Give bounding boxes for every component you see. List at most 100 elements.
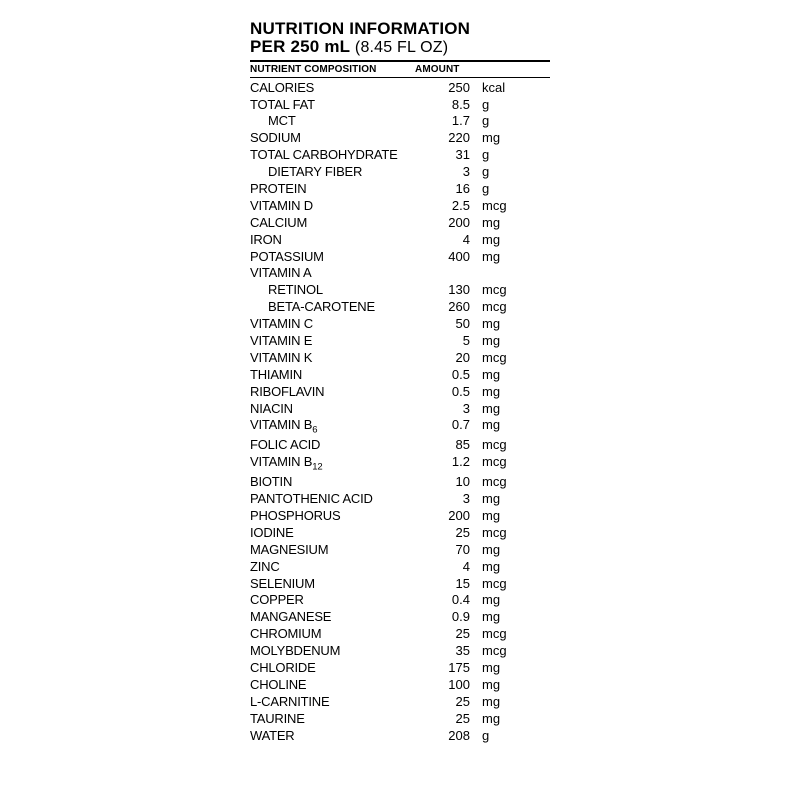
nutrient-amount: 260	[415, 299, 470, 316]
nutrient-name: SELENIUM	[250, 576, 415, 593]
nutrient-name: VITAMIN D	[250, 198, 415, 215]
nutrient-amount: 1.2	[415, 454, 470, 474]
nutrient-row: MCT1.7g	[250, 113, 550, 130]
nutrient-amount: 200	[415, 508, 470, 525]
nutrient-row: TAURINE25mg	[250, 711, 550, 728]
col-header-amount: AMOUNT	[415, 64, 505, 75]
column-headers: NUTRIENT COMPOSITION AMOUNT	[250, 64, 550, 75]
nutrient-unit: mg	[470, 367, 520, 384]
nutrient-name: NIACIN	[250, 401, 415, 418]
nutrient-unit: mg	[470, 559, 520, 576]
nutrient-row: COPPER0.4mg	[250, 592, 550, 609]
nutrient-unit: mg	[470, 417, 520, 437]
nutrient-row: RIBOFLAVIN0.5mg	[250, 384, 550, 401]
nutrient-name: BIOTIN	[250, 474, 415, 491]
nutrient-row: TOTAL CARBOHYDRATE31g	[250, 147, 550, 164]
nutrient-unit: mcg	[470, 576, 520, 593]
nutrient-amount: 1.7	[415, 113, 470, 130]
nutrient-amount: 3	[415, 164, 470, 181]
nutrient-name: MOLYBDENUM	[250, 643, 415, 660]
nutrient-rows: CALORIES250kcalTOTAL FAT8.5gMCT1.7gSODIU…	[250, 80, 550, 745]
nutrient-name: VITAMIN A	[250, 265, 415, 282]
nutrient-unit	[470, 265, 520, 282]
nutrient-name: COPPER	[250, 592, 415, 609]
nutrient-row: CALCIUM200mg	[250, 215, 550, 232]
nutrient-unit: mcg	[470, 643, 520, 660]
nutrient-amount: 8.5	[415, 97, 470, 114]
nutrient-name: CHROMIUM	[250, 626, 415, 643]
nutrient-unit: g	[470, 181, 520, 198]
nutrient-amount: 5	[415, 333, 470, 350]
nutrient-row: MANGANESE0.9mg	[250, 609, 550, 626]
nutrient-unit: g	[470, 97, 520, 114]
nutrient-name: DIETARY FIBER	[250, 164, 415, 181]
divider-heavy	[250, 60, 550, 62]
nutrient-row: VITAMIN B60.7mg	[250, 417, 550, 437]
nutrient-row: VITAMIN C50mg	[250, 316, 550, 333]
nutrient-amount: 100	[415, 677, 470, 694]
nutrient-row: CHLORIDE175mg	[250, 660, 550, 677]
col-header-nutrient: NUTRIENT COMPOSITION	[250, 64, 415, 75]
nutrient-amount: 3	[415, 401, 470, 418]
nutrient-amount: 25	[415, 525, 470, 542]
nutrient-row: PANTOTHENIC ACID3mg	[250, 491, 550, 508]
nutrient-name: CALORIES	[250, 80, 415, 97]
nutrient-row: L-CARNITINE25mg	[250, 694, 550, 711]
nutrient-amount: 200	[415, 215, 470, 232]
nutrition-panel: NUTRITION INFORMATION PER 250 mL (8.45 F…	[250, 20, 550, 744]
nutrient-unit: g	[470, 113, 520, 130]
nutrient-unit: mg	[470, 711, 520, 728]
nutrient-unit: mcg	[470, 454, 520, 474]
nutrient-row: CHROMIUM25mcg	[250, 626, 550, 643]
nutrient-amount	[415, 265, 470, 282]
nutrient-row: IRON4mg	[250, 232, 550, 249]
nutrient-amount: 16	[415, 181, 470, 198]
nutrient-unit: mcg	[470, 350, 520, 367]
nutrient-name: PHOSPHORUS	[250, 508, 415, 525]
nutrient-name: VITAMIN C	[250, 316, 415, 333]
nutrient-amount: 250	[415, 80, 470, 97]
nutrient-amount: 3	[415, 491, 470, 508]
nutrient-amount: 10	[415, 474, 470, 491]
nutrient-unit: mg	[470, 491, 520, 508]
nutrient-unit: mg	[470, 130, 520, 147]
nutrient-amount: 130	[415, 282, 470, 299]
nutrient-name: PANTOTHENIC ACID	[250, 491, 415, 508]
nutrient-unit: mg	[470, 384, 520, 401]
nutrient-row: DIETARY FIBER3g	[250, 164, 550, 181]
nutrient-unit: mg	[470, 249, 520, 266]
nutrient-amount: 85	[415, 437, 470, 454]
nutrient-name: RIBOFLAVIN	[250, 384, 415, 401]
nutrient-name: THIAMIN	[250, 367, 415, 384]
nutrient-unit: mcg	[470, 282, 520, 299]
nutrient-amount: 4	[415, 232, 470, 249]
nutrient-row: TOTAL FAT8.5g	[250, 97, 550, 114]
nutrient-amount: 20	[415, 350, 470, 367]
nutrient-name: BETA-CAROTENE	[250, 299, 415, 316]
nutrient-row: BETA-CAROTENE260mcg	[250, 299, 550, 316]
nutrient-row: SELENIUM15mcg	[250, 576, 550, 593]
nutrient-row: FOLIC ACID85mcg	[250, 437, 550, 454]
nutrient-amount: 0.5	[415, 367, 470, 384]
nutrient-unit: mg	[470, 660, 520, 677]
nutrient-row: NIACIN3mg	[250, 401, 550, 418]
nutrient-name: MAGNESIUM	[250, 542, 415, 559]
nutrient-row: BIOTIN10mcg	[250, 474, 550, 491]
nutrient-unit: mg	[470, 508, 520, 525]
nutrient-row: VITAMIN B121.2mcg	[250, 454, 550, 474]
nutrient-amount: 0.7	[415, 417, 470, 437]
nutrient-row: PHOSPHORUS200mg	[250, 508, 550, 525]
nutrient-amount: 220	[415, 130, 470, 147]
nutrient-row: CHOLINE100mg	[250, 677, 550, 694]
nutrient-unit: g	[470, 728, 520, 745]
nutrient-name: VITAMIN B12	[250, 454, 415, 474]
nutrient-name: WATER	[250, 728, 415, 745]
nutrient-name: MCT	[250, 113, 415, 130]
nutrient-unit: mcg	[470, 299, 520, 316]
nutrient-amount: 400	[415, 249, 470, 266]
nutrient-row: POTASSIUM400mg	[250, 249, 550, 266]
nutrient-amount: 31	[415, 147, 470, 164]
nutrient-amount: 0.5	[415, 384, 470, 401]
nutrient-row: VITAMIN E5mg	[250, 333, 550, 350]
nutrient-amount: 175	[415, 660, 470, 677]
